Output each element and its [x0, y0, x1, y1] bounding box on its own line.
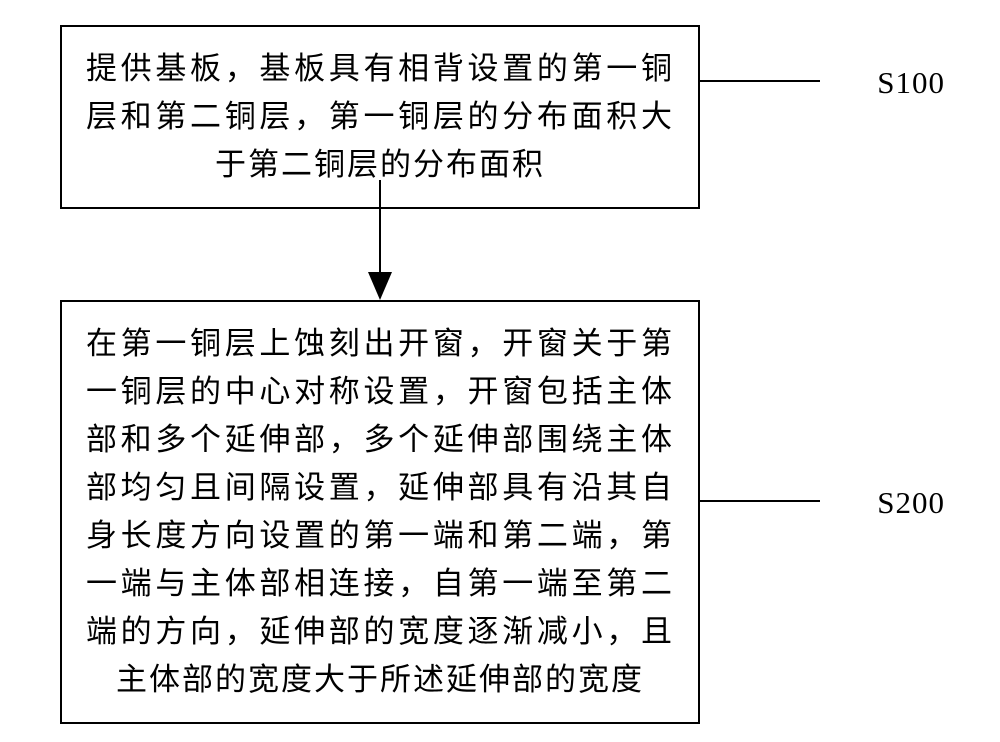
- step-label-s100: S100: [877, 65, 945, 101]
- connector-line-s100: [700, 80, 820, 82]
- connector-line-s200: [700, 500, 820, 502]
- arrow-line: [379, 180, 381, 272]
- flow-arrow: [375, 180, 385, 300]
- arrow-head-icon: [368, 272, 392, 300]
- step-box-s200: 在第一铜层上蚀刻出开窗，开窗关于第一铜层的中心对称设置，开窗包括主体部和多个延伸…: [60, 300, 700, 724]
- step-text-s200: 在第一铜层上蚀刻出开窗，开窗关于第一铜层的中心对称设置，开窗包括主体部和多个延伸…: [86, 320, 674, 704]
- step-label-s200: S200: [877, 485, 945, 521]
- step-text-s100: 提供基板，基板具有相背设置的第一铜层和第二铜层，第一铜层的分布面积大于第二铜层的…: [86, 45, 674, 189]
- flowchart-container: 提供基板，基板具有相背设置的第一铜层和第二铜层，第一铜层的分布面积大于第二铜层的…: [0, 0, 1000, 742]
